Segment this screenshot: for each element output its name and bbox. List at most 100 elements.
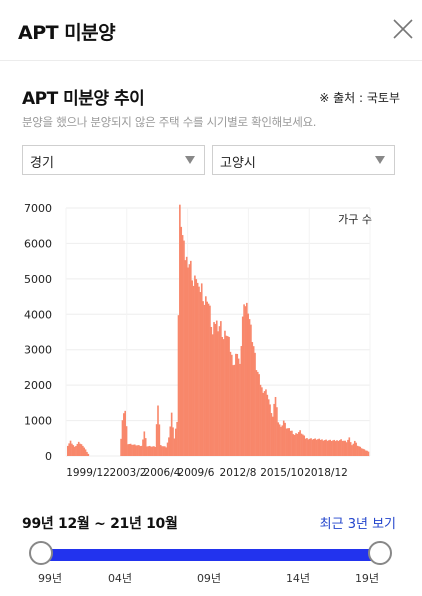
city-select[interactable]: 고양시 [212, 145, 395, 175]
bar [179, 204, 181, 456]
bar [265, 389, 267, 456]
x-tick-label: 2006/4 [144, 467, 181, 479]
bar [157, 405, 159, 456]
bar [262, 392, 265, 456]
bar [120, 438, 122, 456]
bar [269, 404, 271, 456]
bar [184, 260, 187, 456]
bar [164, 446, 166, 456]
bar [310, 438, 312, 456]
y-tick-label: 0 [45, 450, 52, 463]
bar [277, 422, 280, 456]
bar [168, 437, 170, 456]
bar [362, 448, 364, 456]
bar [314, 438, 316, 456]
bar [173, 438, 176, 456]
bar [165, 447, 168, 456]
bar [359, 446, 362, 456]
bar [353, 440, 356, 456]
bar [75, 445, 77, 456]
bar [214, 323, 217, 456]
bar [311, 439, 314, 456]
range-slider-end-handle[interactable] [368, 541, 392, 565]
y-tick-label: 6000 [24, 237, 52, 250]
bar [325, 439, 327, 456]
bar [82, 445, 84, 456]
region-select[interactable]: 경기 [22, 145, 205, 175]
bar [218, 326, 221, 456]
bar [123, 413, 125, 456]
bar [292, 434, 295, 456]
bar [300, 433, 303, 456]
bar [213, 322, 215, 456]
bar [205, 296, 207, 456]
bar [136, 445, 139, 456]
date-range-label: 99년 12월 ~ 21년 10월 [22, 516, 178, 532]
y-tick-label: 7000 [24, 202, 52, 215]
range-slider-track[interactable] [40, 549, 380, 561]
bar [217, 331, 219, 456]
bar [285, 428, 288, 456]
bar [317, 439, 319, 456]
slider-tick: 19년 [354, 572, 380, 585]
bar [146, 446, 148, 456]
bar [142, 439, 144, 456]
bar [180, 226, 183, 456]
dropdown-arrow-icon [185, 156, 195, 164]
bar [347, 439, 349, 456]
bar [302, 434, 304, 456]
bar [367, 451, 370, 456]
bar [289, 430, 292, 456]
bar [240, 346, 243, 456]
bar [154, 446, 157, 456]
bar [155, 424, 158, 456]
page-title: APT 미분양 [18, 22, 116, 44]
bar [151, 446, 154, 456]
x-tick-label: 2015/10 [260, 467, 304, 479]
bar [162, 446, 165, 456]
bar [71, 443, 73, 456]
bar [326, 440, 329, 456]
bar [191, 280, 193, 456]
bar [332, 440, 334, 456]
bar [360, 448, 363, 456]
y-tick-label: 2000 [24, 379, 52, 392]
bar [135, 445, 137, 456]
bar [72, 445, 75, 456]
bar [124, 410, 127, 456]
bar [125, 426, 128, 456]
unsold-apt-chart: 7000 6000 5000 4000 3000 2000 1000 0 1999/12 2003… [24, 202, 372, 479]
bar [194, 275, 196, 456]
bar [139, 446, 142, 456]
bar [250, 324, 252, 456]
bar [258, 374, 260, 456]
bar [358, 446, 360, 456]
bar [215, 320, 218, 456]
recent-3-years-button[interactable]: 최근 3년 보기 [319, 517, 396, 532]
bar [284, 422, 286, 456]
bar [241, 316, 244, 456]
bar [273, 403, 275, 456]
bar [192, 285, 195, 456]
bar [153, 446, 155, 456]
bar [315, 439, 318, 456]
bar [337, 441, 340, 456]
bar [144, 438, 147, 456]
bar [248, 319, 251, 456]
bar [352, 443, 355, 456]
close-icon[interactable] [391, 17, 415, 41]
bar [183, 240, 185, 456]
range-slider-start-handle[interactable] [29, 541, 53, 565]
bar [188, 264, 191, 456]
bar [73, 446, 76, 456]
bar [127, 444, 129, 456]
bar [232, 365, 234, 456]
bar [225, 335, 228, 456]
bar [333, 439, 336, 456]
bar [77, 441, 80, 456]
bar [281, 425, 284, 456]
bar [169, 426, 172, 456]
bar [189, 260, 192, 456]
bar [274, 396, 277, 456]
bar [148, 445, 151, 456]
